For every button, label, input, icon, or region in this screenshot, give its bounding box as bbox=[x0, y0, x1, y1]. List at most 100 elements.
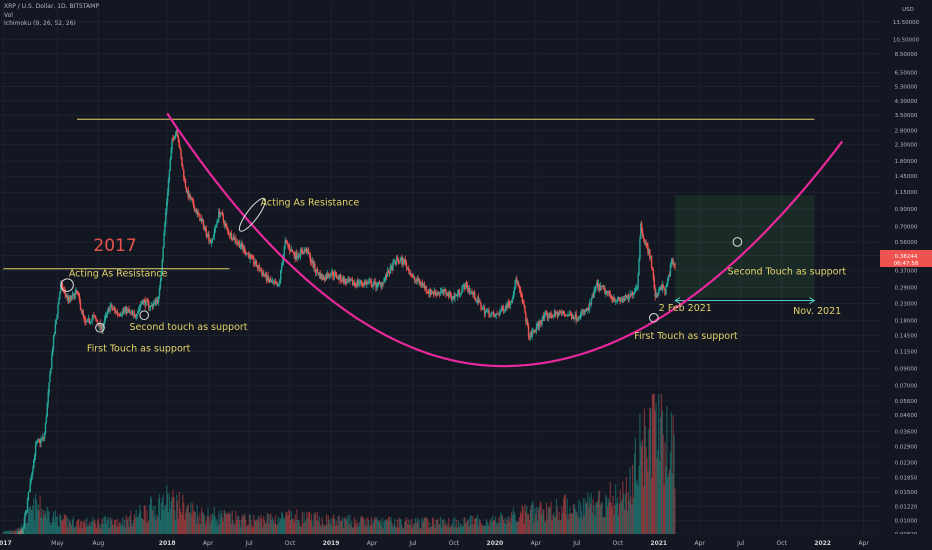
volume-bar bbox=[267, 513, 269, 534]
candle-body bbox=[41, 438, 43, 440]
price-tick-label: 2.30000 bbox=[895, 142, 918, 148]
candle-body bbox=[239, 246, 242, 248]
volume-bar bbox=[184, 513, 187, 534]
volume-bar bbox=[254, 520, 256, 534]
candle-body bbox=[101, 324, 103, 331]
volume-indicator-label[interactable]: Vol bbox=[4, 12, 13, 19]
volume-bar bbox=[54, 510, 56, 534]
annotation-label: Acting As Resistance bbox=[69, 268, 168, 279]
candle-body bbox=[320, 274, 322, 279]
candle-body bbox=[100, 324, 102, 328]
candle-body bbox=[539, 321, 541, 324]
volume-bar bbox=[61, 520, 64, 534]
candle-body bbox=[245, 252, 248, 254]
volume-bar bbox=[445, 522, 447, 534]
candle-body bbox=[148, 302, 150, 308]
volume-bar bbox=[137, 517, 139, 534]
volume-bar bbox=[83, 522, 85, 534]
candle-body bbox=[66, 295, 68, 297]
candle-body bbox=[667, 278, 669, 285]
volume-bar bbox=[612, 495, 614, 534]
candle-body bbox=[541, 320, 543, 325]
candle-body bbox=[534, 330, 536, 332]
candle-body bbox=[206, 234, 208, 237]
candle-body bbox=[615, 300, 618, 302]
volume-bar bbox=[236, 520, 238, 534]
volume-bar bbox=[55, 516, 57, 534]
candle-body bbox=[219, 213, 222, 215]
volume-bar bbox=[473, 524, 475, 534]
volume-bar bbox=[213, 507, 215, 534]
volume-bar bbox=[287, 515, 289, 534]
candle-body bbox=[39, 440, 41, 444]
volume-bar bbox=[562, 513, 564, 534]
volume-bar bbox=[8, 530, 10, 534]
candle-body bbox=[478, 301, 480, 303]
candle-body bbox=[360, 280, 363, 284]
candle-body bbox=[278, 284, 280, 285]
candle-body bbox=[127, 309, 129, 310]
volume-bar bbox=[160, 503, 162, 534]
volume-bar bbox=[66, 517, 68, 534]
price-tick-label: 0.56000 bbox=[895, 240, 918, 246]
candle-body bbox=[575, 313, 577, 320]
candle-body bbox=[34, 455, 36, 460]
volume-bar bbox=[405, 517, 408, 534]
candle-body bbox=[276, 283, 278, 287]
candle-body bbox=[68, 297, 70, 301]
candle-body bbox=[94, 315, 96, 317]
volume-bar bbox=[499, 522, 501, 534]
volume-bar bbox=[93, 521, 95, 534]
volume-bar bbox=[408, 525, 410, 534]
candle-body bbox=[522, 301, 524, 304]
candle-body bbox=[289, 246, 291, 251]
volume-bar bbox=[576, 511, 578, 534]
volume-bar bbox=[630, 496, 632, 534]
candle-body bbox=[142, 299, 145, 305]
candle-body bbox=[588, 308, 590, 310]
time-tick-label: 2020 bbox=[487, 540, 504, 547]
candle-body bbox=[171, 138, 173, 150]
candle-body bbox=[46, 403, 48, 417]
candle-body bbox=[187, 190, 189, 198]
candle-body bbox=[390, 265, 392, 267]
candle-body bbox=[75, 290, 77, 293]
candle-body bbox=[422, 284, 425, 286]
candle-body bbox=[95, 316, 97, 320]
candle-body bbox=[401, 258, 403, 265]
time-tick-label: Oct bbox=[776, 540, 787, 547]
volume-bar bbox=[506, 519, 508, 534]
volume-bar bbox=[451, 523, 453, 534]
volume-bar bbox=[358, 525, 360, 534]
volume-bar bbox=[390, 517, 392, 534]
candle-body bbox=[418, 281, 420, 282]
ichimoku-indicator-label[interactable]: Ichimoku (9, 26, 52, 26) bbox=[4, 20, 76, 27]
volume-bar bbox=[178, 491, 180, 534]
volume-bar bbox=[438, 524, 440, 534]
candle-body bbox=[585, 309, 587, 311]
volume-bar bbox=[584, 498, 586, 534]
candle-body bbox=[386, 270, 389, 277]
candle-body bbox=[203, 227, 206, 229]
price-axis[interactable]: 0.008200.010000.012200.015000.018500.023… bbox=[880, 0, 932, 550]
volume-bar bbox=[121, 525, 123, 534]
volume-bar bbox=[279, 518, 281, 534]
candle-body bbox=[467, 288, 470, 291]
candle-body bbox=[652, 270, 655, 279]
volume-bar bbox=[590, 493, 593, 534]
candle-body bbox=[139, 306, 141, 309]
candle-body bbox=[548, 316, 550, 318]
volume-bar bbox=[470, 515, 472, 534]
candle-body bbox=[429, 289, 432, 295]
volume-bar bbox=[459, 522, 461, 534]
candle-body bbox=[373, 281, 375, 285]
candle-body bbox=[472, 292, 474, 295]
candle-body bbox=[93, 315, 95, 317]
symbol-title[interactable]: XRP / U.S. Dollar, 1D, BITSTAMP bbox=[4, 3, 99, 10]
candle-body bbox=[519, 289, 522, 294]
volume-bar bbox=[333, 514, 335, 534]
time-axis[interactable]: 2017MayAug2018AprJulOct2019AprJulOct2020… bbox=[0, 534, 932, 550]
candle-body bbox=[280, 266, 283, 271]
candle-body bbox=[632, 291, 634, 296]
